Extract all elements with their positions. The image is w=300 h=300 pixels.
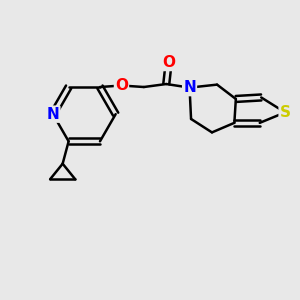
Text: O: O [115, 78, 128, 93]
Text: O: O [162, 55, 175, 70]
Text: N: N [46, 107, 59, 122]
Text: S: S [280, 105, 291, 120]
Text: N: N [183, 80, 196, 95]
